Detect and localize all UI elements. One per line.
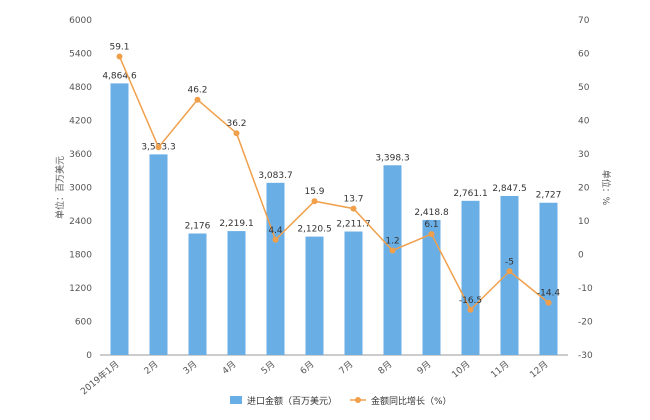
line-data-labels: 59.1 46.2 36.2 4.4 15.9 13.7 1.2 6.1 -16.5 -5 -14.… (109, 43, 560, 306)
x-tick-4: 5月 (259, 359, 277, 377)
line-point-8 (428, 231, 435, 238)
x-tick-11: 12月 (528, 359, 551, 381)
left-tick-0: 0 (86, 351, 92, 361)
legend: 进口金额（百万美元） 金额同比增长（%） (230, 395, 452, 407)
line-label-6: 13.7 (343, 195, 363, 205)
x-tick-3: 4月 (220, 359, 238, 377)
growth-line (118, 56, 549, 312)
line-point-10 (506, 268, 513, 275)
bar-label-6: 2,211.7 (336, 220, 370, 230)
right-tick-4: 10 (578, 217, 590, 227)
line-label-10: -5 (505, 257, 514, 267)
right-tick-0: -30 (578, 351, 593, 361)
line-series (116, 53, 552, 313)
bar-label-4: 3,083.7 (258, 171, 292, 181)
bar-9 (461, 200, 480, 355)
left-tick-8: 4800 (69, 83, 92, 93)
right-tick-8: 50 (578, 83, 590, 93)
right-tick-5: 20 (578, 184, 590, 194)
x-axis-ticks: 2019年1月 2月 3月 4月 5月 6月 7月 8月 9月 10月 11月 12月 (78, 358, 550, 397)
line-label-5: 15.9 (304, 187, 324, 197)
x-tick-8: 9月 (415, 359, 433, 377)
right-tick-3: 0 (578, 251, 584, 261)
right-axis-ticks: -30 -20 -10 0 10 20 30 40 50 60 70 (578, 16, 593, 361)
line-point-9 (467, 306, 474, 313)
x-tick-2: 3月 (181, 359, 199, 377)
line-point-7 (389, 247, 396, 254)
line-label-9: -16.5 (459, 296, 482, 306)
line-point-6 (350, 205, 357, 212)
line-point-11 (545, 299, 552, 306)
bar-4 (266, 182, 285, 355)
left-tick-4: 2400 (69, 217, 92, 227)
line-label-8: 6.1 (424, 220, 438, 230)
bar-label-3: 2,219.1 (219, 219, 253, 229)
bar-data-labels: 4,864.63,593.32,1762,219.13,083.72,120.5… (102, 71, 561, 234)
legend-bar-label: 进口金额（百万美元） (247, 395, 337, 407)
line-label-0: 59.1 (109, 43, 129, 53)
bar-label-0: 4,864.6 (102, 71, 137, 81)
x-tick-0: 2019年1月 (78, 358, 121, 397)
legend-line-label: 金额同比增长（%） (371, 395, 452, 407)
x-tick-6: 7月 (337, 359, 355, 377)
right-tick-9: 60 (578, 50, 590, 60)
line-point-4 (272, 236, 279, 243)
right-tick-1: -20 (578, 318, 593, 328)
left-tick-6: 3600 (69, 150, 92, 160)
bar-series (110, 83, 558, 356)
legend-bar-swatch (230, 396, 242, 404)
left-axis-ticks: 0 600 1200 1800 2400 3000 3600 4200 4800 5400 6000 (69, 16, 92, 361)
bar-label-10: 2,847.5 (492, 184, 526, 194)
x-tick-7: 8月 (376, 359, 394, 377)
left-tick-9: 5400 (69, 50, 92, 60)
line-point-3 (233, 130, 240, 137)
x-tick-9: 10月 (450, 359, 473, 381)
x-tick-5: 6月 (298, 359, 316, 377)
line-label-2: 46.2 (187, 86, 207, 96)
left-tick-3: 1800 (69, 251, 92, 261)
bar-6 (344, 231, 363, 355)
left-tick-1: 600 (75, 318, 92, 328)
line-point-0 (116, 53, 123, 60)
left-axis-title: 单位：百万美元 (54, 156, 66, 219)
bar-5 (305, 236, 324, 355)
bar-0 (110, 83, 129, 356)
bar-2 (188, 233, 207, 355)
bar-7 (383, 165, 402, 355)
bar-label-8: 2,418.8 (414, 208, 449, 218)
line-label-3: 36.2 (226, 119, 246, 129)
line-point-1 (155, 144, 162, 151)
bar-11 (539, 202, 558, 355)
bar-label-9: 2,761.1 (453, 189, 487, 199)
bar-label-7: 3,398.3 (375, 153, 409, 163)
right-tick-6: 30 (578, 150, 590, 160)
line-label-7: 1.2 (385, 236, 399, 246)
x-tick-10: 11月 (489, 359, 512, 381)
line-label-4: 4.4 (268, 226, 283, 236)
line-point-2 (194, 96, 201, 103)
left-tick-7: 4200 (69, 117, 92, 127)
bar-label-2: 2,176 (185, 222, 211, 232)
right-tick-10: 70 (578, 16, 590, 26)
line-label-11: -14.4 (537, 289, 561, 299)
left-tick-5: 3000 (69, 184, 92, 194)
line-point-5 (311, 198, 318, 205)
bar-8 (422, 219, 441, 355)
bar-label-5: 2,120.5 (297, 225, 331, 235)
right-axis-title: 单位：% (600, 170, 612, 206)
left-tick-10: 6000 (69, 16, 92, 26)
right-tick-2: -10 (578, 284, 593, 294)
bar-label-11: 2,727 (536, 191, 562, 201)
bar-10 (500, 196, 519, 355)
bar-1 (149, 154, 168, 355)
left-tick-2: 1200 (69, 284, 92, 294)
legend-line-dot (355, 397, 361, 403)
right-tick-7: 40 (578, 117, 590, 127)
bar-3 (227, 231, 246, 355)
x-tick-1: 2月 (142, 359, 160, 377)
